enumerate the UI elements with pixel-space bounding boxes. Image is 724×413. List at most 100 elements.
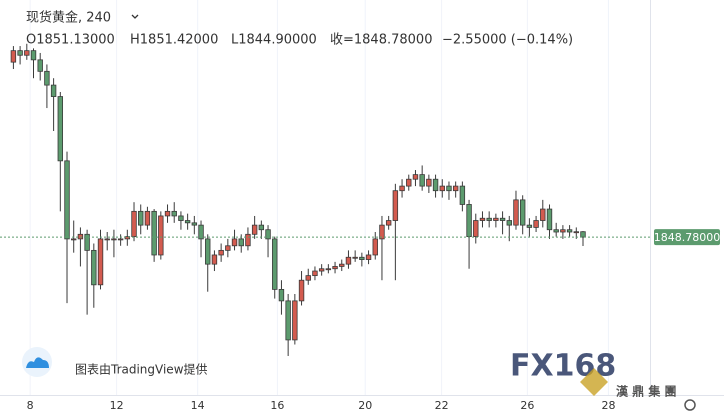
candle-body <box>499 217 506 221</box>
candle-body <box>138 210 144 226</box>
candle-body <box>278 289 285 302</box>
candle-body <box>432 178 439 192</box>
candle-body <box>151 210 157 256</box>
candle-body <box>426 178 432 187</box>
candle-body <box>452 185 459 192</box>
candle-body <box>486 217 492 221</box>
candle-body <box>251 224 258 235</box>
candle-body <box>211 254 218 265</box>
candle-body <box>566 229 573 233</box>
candle-body <box>473 220 479 238</box>
x-tick-label: 20 <box>358 399 372 412</box>
candle-body <box>178 215 184 221</box>
chart-title[interactable]: 现货黄金, 240 <box>26 10 111 26</box>
candle-body <box>231 238 238 247</box>
candle-body <box>580 231 586 238</box>
candle-body <box>265 229 271 240</box>
candle-body <box>312 270 318 277</box>
candle-body <box>292 300 298 341</box>
candle-body <box>506 220 512 226</box>
ohlc-high: H1851.42000 <box>130 33 218 48</box>
candle-body <box>111 238 117 241</box>
candle-body <box>218 249 224 256</box>
candle-body <box>198 224 204 240</box>
last-price-box <box>654 229 720 246</box>
candle-body <box>540 208 546 221</box>
last-price-label: 1848.78000 <box>654 231 720 244</box>
candle-body <box>158 215 164 256</box>
candle-body <box>533 220 539 228</box>
ohlc-close: 收=1848.78000 <box>330 33 432 48</box>
candle-body <box>466 204 472 238</box>
tradingview-cloud <box>26 357 49 368</box>
candle-body <box>57 96 64 162</box>
candle-body <box>560 229 566 233</box>
candle-body <box>459 185 466 205</box>
candle-body <box>332 266 338 270</box>
candle-body <box>84 233 90 251</box>
candle-body <box>245 233 251 247</box>
candle-body <box>573 231 579 234</box>
candle-body <box>439 185 445 192</box>
candle-body <box>339 263 345 267</box>
candle-body <box>24 50 30 56</box>
x-tick-label: 16 <box>270 399 284 412</box>
candle-body <box>345 256 352 265</box>
x-tick-label: 12 <box>110 399 124 412</box>
candle-body <box>97 238 104 286</box>
ohlc-low: L1844.90000 <box>231 33 317 48</box>
candle-body <box>446 185 452 192</box>
ohlc-open: O1851.13000 <box>26 33 115 48</box>
candle-body <box>392 190 399 221</box>
candle-body <box>526 224 533 228</box>
candle-body <box>17 50 23 56</box>
candle-body <box>77 233 84 240</box>
candle-body <box>379 224 385 240</box>
grid <box>29 0 609 395</box>
x-tick-label: 14 <box>191 399 205 412</box>
candle-body <box>117 238 124 241</box>
candle-body <box>205 238 211 265</box>
candle-body <box>419 174 425 187</box>
candle-body <box>238 238 244 247</box>
candle-body <box>298 279 305 302</box>
x-tick-label: 8 <box>27 399 34 412</box>
watermark-logo <box>580 368 608 396</box>
candle-body <box>285 300 291 341</box>
candle-body <box>184 220 191 224</box>
candle-body <box>519 199 526 226</box>
candle-body <box>10 50 17 63</box>
candle-body <box>546 208 553 231</box>
candle-body <box>513 199 519 226</box>
candle-body <box>385 220 392 226</box>
candle-body <box>91 249 97 286</box>
candle-body <box>352 256 358 259</box>
settings-icon[interactable] <box>684 399 696 411</box>
attribution[interactable]: 图表由TradingView提供 <box>75 362 208 377</box>
candle-body <box>144 210 151 226</box>
candle-body <box>191 222 198 226</box>
title-chevron[interactable] <box>131 14 139 19</box>
candle-body <box>30 50 37 61</box>
candle-body <box>493 217 499 221</box>
watermark-sub: 漢 鼎 集 團 <box>616 384 677 399</box>
candle-body <box>305 275 311 281</box>
x-tick-label: 22 <box>435 399 449 412</box>
candle-body <box>258 224 265 231</box>
time-axis: 8 12 14 16 20 22 26 28 <box>27 399 616 412</box>
candle-body <box>164 210 171 217</box>
candle-body <box>479 217 486 221</box>
candle-body <box>50 84 57 97</box>
ohlc-change: −2.55000 (−0.14%) <box>442 33 573 48</box>
candle-body <box>104 238 110 241</box>
candle-body <box>325 268 332 271</box>
candle-body <box>359 256 365 260</box>
x-tick-label: 28 <box>601 399 615 412</box>
candle-body <box>399 185 405 192</box>
candle-body <box>64 160 70 240</box>
candle-body <box>406 178 412 187</box>
candle-body <box>131 210 137 238</box>
x-tick-label: 26 <box>520 399 534 412</box>
